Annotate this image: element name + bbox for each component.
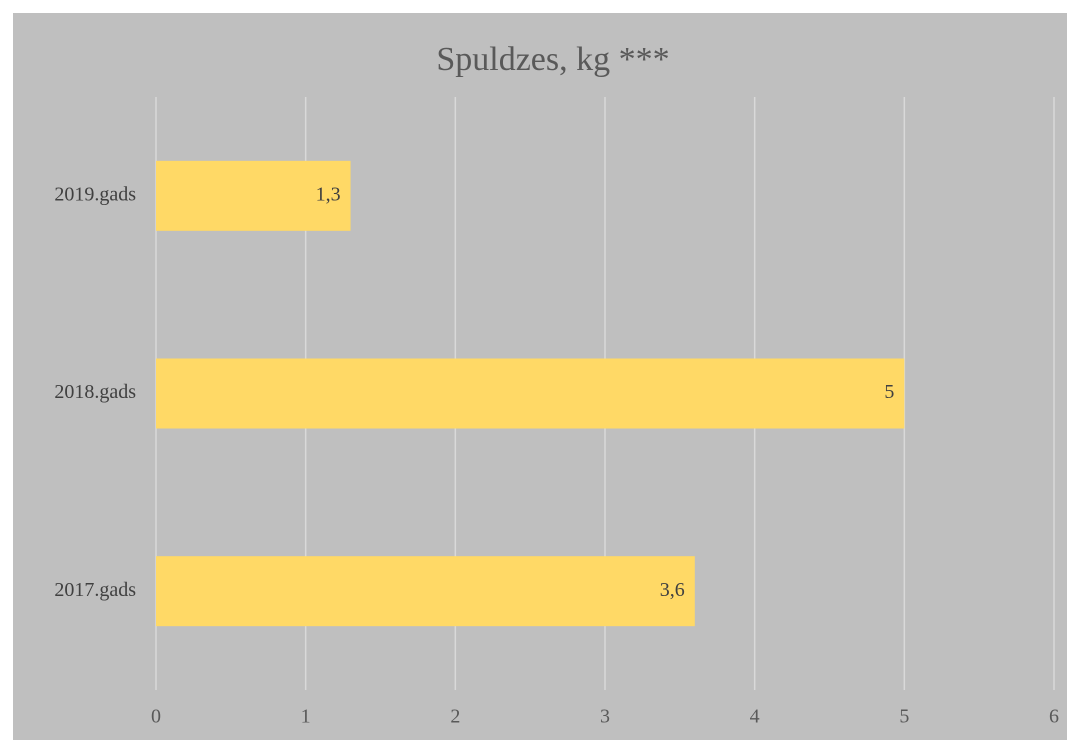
- x-tick-label: 6: [1049, 706, 1059, 728]
- x-tick-label: 5: [899, 706, 909, 728]
- bar: [156, 160, 351, 231]
- chart-title: Spuldzes, kg ***: [436, 41, 669, 78]
- bar: [156, 358, 905, 429]
- x-tick-label: 3: [600, 706, 610, 728]
- y-tick-label: 2019.gads: [54, 183, 136, 205]
- bar: [156, 556, 695, 627]
- value-label: 1,3: [316, 183, 341, 205]
- x-tick-label: 0: [151, 706, 161, 728]
- value-label: 3,6: [660, 579, 685, 601]
- x-tick-label: 1: [301, 706, 311, 728]
- x-tick-label: 2: [450, 706, 460, 728]
- y-tick-label: 2017.gads: [54, 579, 136, 601]
- x-tick-label: 4: [750, 706, 760, 728]
- y-tick-label: 2018.gads: [54, 381, 136, 403]
- value-label: 5: [884, 381, 894, 403]
